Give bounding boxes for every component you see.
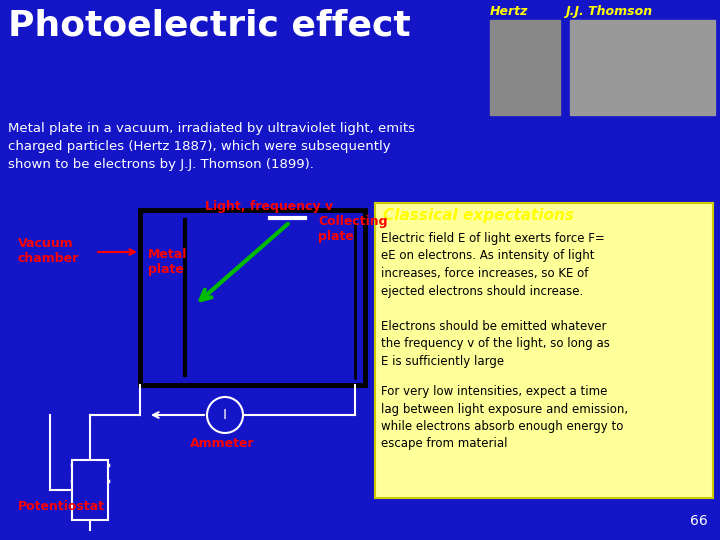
Bar	[72, 460, 108, 520]
Text: Hertz: Hertz	[490, 5, 528, 18]
Bar	[490, 20, 560, 115]
Text: I: I	[223, 408, 227, 422]
Text: Electrons should be emitted whatever
the frequency v of the light, so long as
E : Electrons should be emitted whatever the…	[381, 320, 610, 368]
Text: Light, frequency v: Light, frequency v	[205, 200, 333, 213]
Bar	[375, 203, 713, 498]
Text: Metal
plate: Metal plate	[148, 248, 187, 276]
Text: 66: 66	[690, 514, 708, 528]
Bar	[570, 20, 715, 115]
Text: Classical expectations: Classical expectations	[383, 208, 574, 223]
Bar	[140, 210, 365, 385]
Text: Potentiostat: Potentiostat	[18, 500, 105, 513]
Text: Photoelectric effect: Photoelectric effect	[8, 8, 410, 42]
Text: Collecting
plate: Collecting plate	[318, 215, 387, 243]
Text: Metal plate in a vacuum, irradiated by ultraviolet light, emits
charged particle: Metal plate in a vacuum, irradiated by u…	[8, 122, 415, 171]
Text: Vacuum
chamber: Vacuum chamber	[18, 237, 79, 265]
Text: J.J. Thomson: J.J. Thomson	[565, 5, 652, 18]
Circle shape	[207, 397, 243, 433]
Text: Ammeter: Ammeter	[190, 437, 255, 450]
Text: For very low intensities, expect a time
lag between light exposure and emission,: For very low intensities, expect a time …	[381, 385, 628, 450]
Text: Electric field E of light exerts force F=
eE on electrons. As intensity of light: Electric field E of light exerts force F…	[381, 232, 605, 298]
